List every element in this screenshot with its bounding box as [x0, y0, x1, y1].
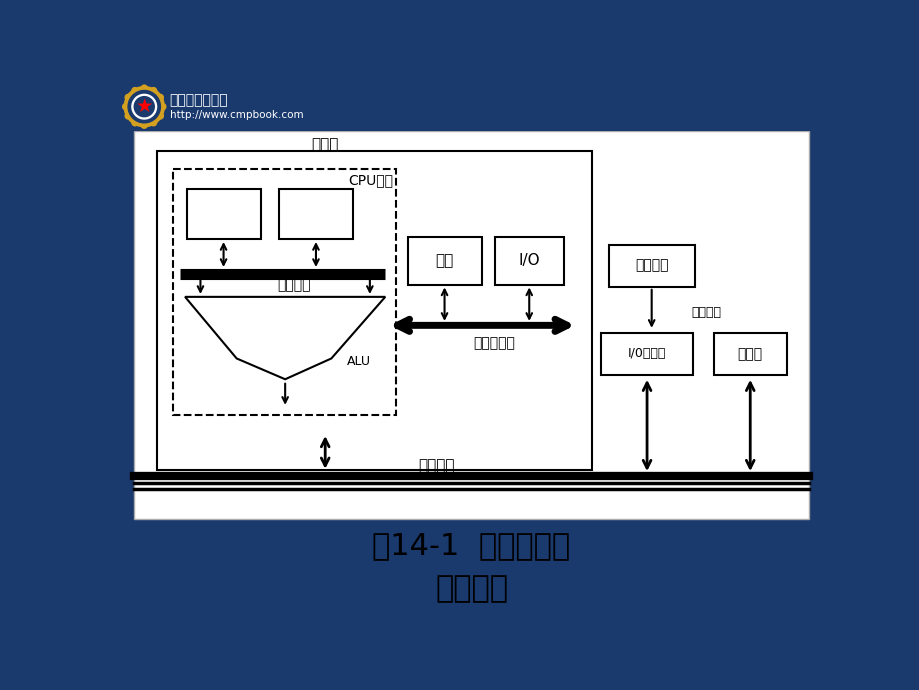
- Text: 系统总线: 系统总线: [418, 458, 455, 473]
- Circle shape: [128, 90, 160, 123]
- Circle shape: [150, 119, 156, 126]
- Circle shape: [125, 95, 131, 101]
- Circle shape: [125, 113, 131, 119]
- Circle shape: [130, 93, 158, 121]
- Bar: [600, 333, 693, 375]
- Circle shape: [122, 104, 129, 110]
- Text: 外部设备: 外部设备: [634, 258, 668, 273]
- Text: 片内总线: 片内总线: [278, 278, 311, 293]
- Circle shape: [134, 97, 154, 117]
- Text: http://www.cmpbook.com: http://www.cmpbook.com: [169, 110, 303, 120]
- Text: CPU芜片: CPU芜片: [348, 172, 393, 187]
- Bar: [713, 333, 787, 375]
- Bar: [157, 150, 592, 470]
- Text: ALU: ALU: [346, 355, 370, 368]
- Bar: [278, 189, 353, 239]
- Text: I/0接口板: I/0接口板: [627, 347, 665, 360]
- Circle shape: [131, 119, 138, 126]
- Text: 机械工业出版社: 机械工业出版社: [169, 92, 228, 107]
- Text: 元件级总线: 元件级总线: [473, 336, 515, 350]
- Circle shape: [141, 122, 147, 128]
- Circle shape: [160, 104, 165, 110]
- Polygon shape: [185, 297, 385, 380]
- Text: I/O: I/O: [518, 253, 539, 268]
- Circle shape: [157, 113, 164, 119]
- Bar: [173, 169, 395, 415]
- Circle shape: [157, 95, 164, 101]
- Text: 主机板: 主机板: [312, 137, 338, 152]
- Bar: [408, 237, 481, 284]
- Circle shape: [131, 95, 156, 119]
- Text: 图14-1  微机各级总
线示意图: 图14-1 微机各级总 线示意图: [372, 531, 570, 603]
- Bar: [607, 244, 694, 287]
- Circle shape: [131, 88, 138, 94]
- Bar: [134, 130, 808, 520]
- Text: 内存: 内存: [435, 253, 453, 268]
- Text: 存储板: 存储板: [737, 347, 762, 361]
- Bar: [187, 189, 260, 239]
- Circle shape: [141, 85, 147, 91]
- Text: ★: ★: [135, 97, 153, 116]
- Circle shape: [150, 88, 156, 94]
- Text: 通信总线: 通信总线: [690, 306, 720, 319]
- Bar: [117, 83, 825, 130]
- Bar: [494, 237, 563, 284]
- Circle shape: [124, 87, 165, 127]
